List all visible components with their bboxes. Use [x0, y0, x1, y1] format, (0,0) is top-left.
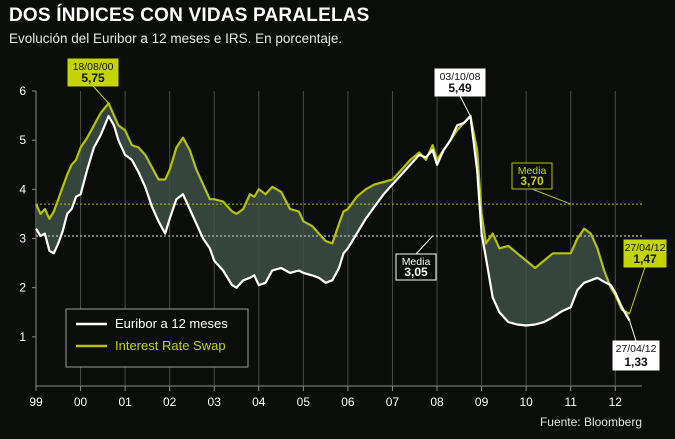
annotation-pointer: [629, 320, 637, 342]
annotation-value: 1,33: [624, 355, 648, 369]
annotation-box: [395, 253, 437, 281]
chart-title: DOS ÍNDICES CON VIDAS PARALELAS: [9, 5, 370, 26]
annotation-peak2000: 18/08/005,75: [67, 58, 119, 104]
annotation-pointer: [415, 235, 433, 255]
annotation-date: 27/04/12: [616, 343, 657, 355]
x-tick-label: 08: [430, 395, 444, 409]
annotation-pointer: [531, 188, 571, 205]
x-tick-label: 09: [475, 395, 489, 409]
x-tick-label: 00: [74, 395, 88, 409]
annotation-box: [623, 239, 667, 268]
series-line-interest-rate-swap: [35, 102, 631, 315]
x-tick-label: 04: [252, 395, 266, 409]
annotation-end_irs: 27/04/121,47: [623, 239, 667, 314]
annotation-value: 5,49: [448, 81, 472, 95]
annotation-value: 3,05: [404, 265, 428, 279]
annotation-pointer: [92, 85, 110, 104]
spread-area: [36, 103, 630, 326]
series-line-euribor: [35, 114, 631, 327]
x-tick-label: 12: [609, 395, 623, 409]
annotation-pointer: [459, 95, 471, 117]
legend-item-interest-rate-swap-label: Interest Rate Swap: [115, 338, 226, 353]
annotation-date: 18/08/00: [73, 61, 114, 73]
annotation-box: [434, 68, 486, 97]
annotation-box: [511, 162, 553, 190]
annotation-box: [612, 340, 660, 371]
annotation-end_euribor: 27/04/121,33: [612, 320, 660, 371]
annotation-box: [67, 58, 119, 87]
source-note: Fuente: Bloomberg: [539, 415, 642, 429]
annotation-date: 03/10/08: [440, 71, 481, 83]
legend-box: [65, 308, 249, 368]
y-tick-label: 1: [19, 330, 26, 344]
annotation-peak2008: 03/10/085,49: [434, 68, 486, 117]
x-tick-label: 11: [564, 395, 577, 409]
annotation-date: 27/04/12: [625, 242, 666, 254]
x-tick-label: 02: [163, 395, 177, 409]
annotation-value: 1,47: [633, 252, 657, 266]
annotation-value: 3,70: [520, 174, 544, 188]
x-tick-label: 01: [118, 395, 132, 409]
x-tick-label: 06: [341, 395, 355, 409]
x-tick-label: 03: [208, 395, 222, 409]
chart-subtitle: Evolución del Euribor a 12 meses e IRS. …: [9, 31, 343, 46]
y-tick-label: 2: [19, 281, 26, 295]
legend: Euribor a 12 meses Interest Rate Swap: [65, 308, 249, 368]
annotation-pointer: [629, 266, 646, 314]
annotation-date: Media: [518, 165, 547, 177]
annotation-value: 5,75: [81, 71, 105, 85]
x-tick-label: 10: [519, 395, 533, 409]
x-tick-label: 07: [386, 395, 400, 409]
y-tick-label: 5: [19, 133, 26, 147]
y-tick-label: 6: [19, 84, 26, 98]
x-tick-label: 99: [29, 395, 43, 409]
x-tick-label: 05: [297, 395, 311, 409]
legend-item-euribor-label: Euribor a 12 meses: [115, 316, 228, 331]
y-tick-label: 4: [19, 182, 26, 196]
y-tick-label: 3: [19, 232, 26, 246]
annotation-date: Media: [402, 256, 431, 268]
